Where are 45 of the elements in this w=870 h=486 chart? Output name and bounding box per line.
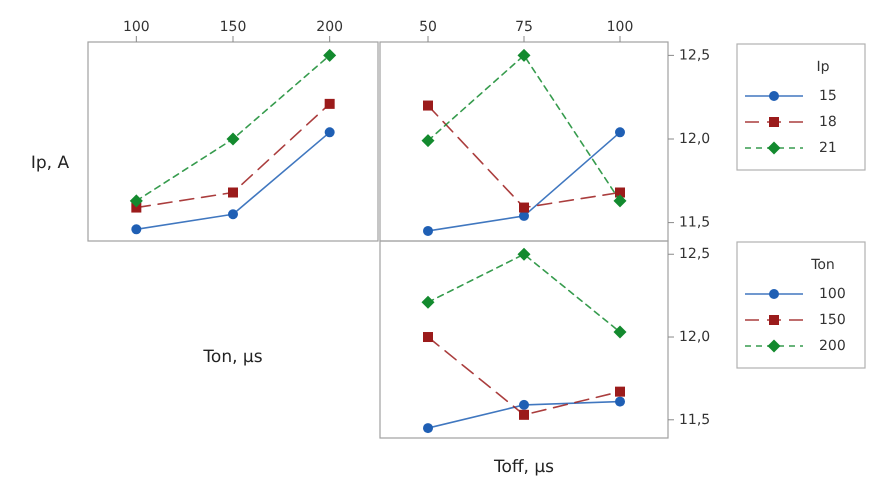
point (131, 224, 142, 234)
y-tick-label: 12,0 (679, 329, 710, 346)
x-tick-label: 150 (220, 19, 246, 35)
point (423, 423, 433, 434)
legend-label: 150 (819, 312, 846, 328)
point (226, 132, 240, 146)
legend-title: Ton (810, 257, 835, 273)
y-tick-label: 12,5 (679, 246, 710, 262)
point (519, 400, 529, 410)
point (517, 48, 531, 62)
point (615, 386, 625, 397)
legend-label: 100 (819, 286, 846, 302)
point (423, 100, 433, 111)
x-tick-label: 200 (316, 19, 344, 35)
legend-label: 200 (819, 338, 846, 354)
point (421, 134, 435, 148)
point (423, 226, 433, 236)
x-tick-label: 100 (122, 19, 150, 35)
point (615, 396, 625, 407)
x-tick-label: 100 (606, 19, 634, 35)
point (423, 332, 433, 342)
x-axis-title: Ton, μs (202, 347, 263, 367)
point (228, 188, 238, 198)
point (517, 248, 531, 261)
point (421, 296, 435, 309)
x-axis-title: Toff, μs (492, 457, 554, 477)
x-tick-label: 50 (419, 19, 437, 35)
y-axis-title: Ip, A (30, 153, 70, 173)
point (130, 194, 143, 208)
legend-label: 18 (819, 114, 837, 130)
point (519, 410, 529, 420)
legend-label: 15 (819, 88, 837, 104)
point (615, 127, 625, 138)
point (613, 194, 627, 208)
point (324, 127, 335, 138)
point (324, 98, 335, 109)
x-tick-label: 75 (515, 19, 533, 35)
y-tick-label: 11,5 (679, 214, 710, 231)
y-tick-label: 11,5 (679, 412, 710, 428)
legend-title: Ip (816, 59, 830, 75)
legend-label: 21 (819, 140, 837, 156)
point (228, 209, 238, 220)
y-tick-label: 12,0 (679, 130, 710, 147)
y-tick-label: 12,5 (679, 47, 710, 64)
point (519, 202, 529, 213)
